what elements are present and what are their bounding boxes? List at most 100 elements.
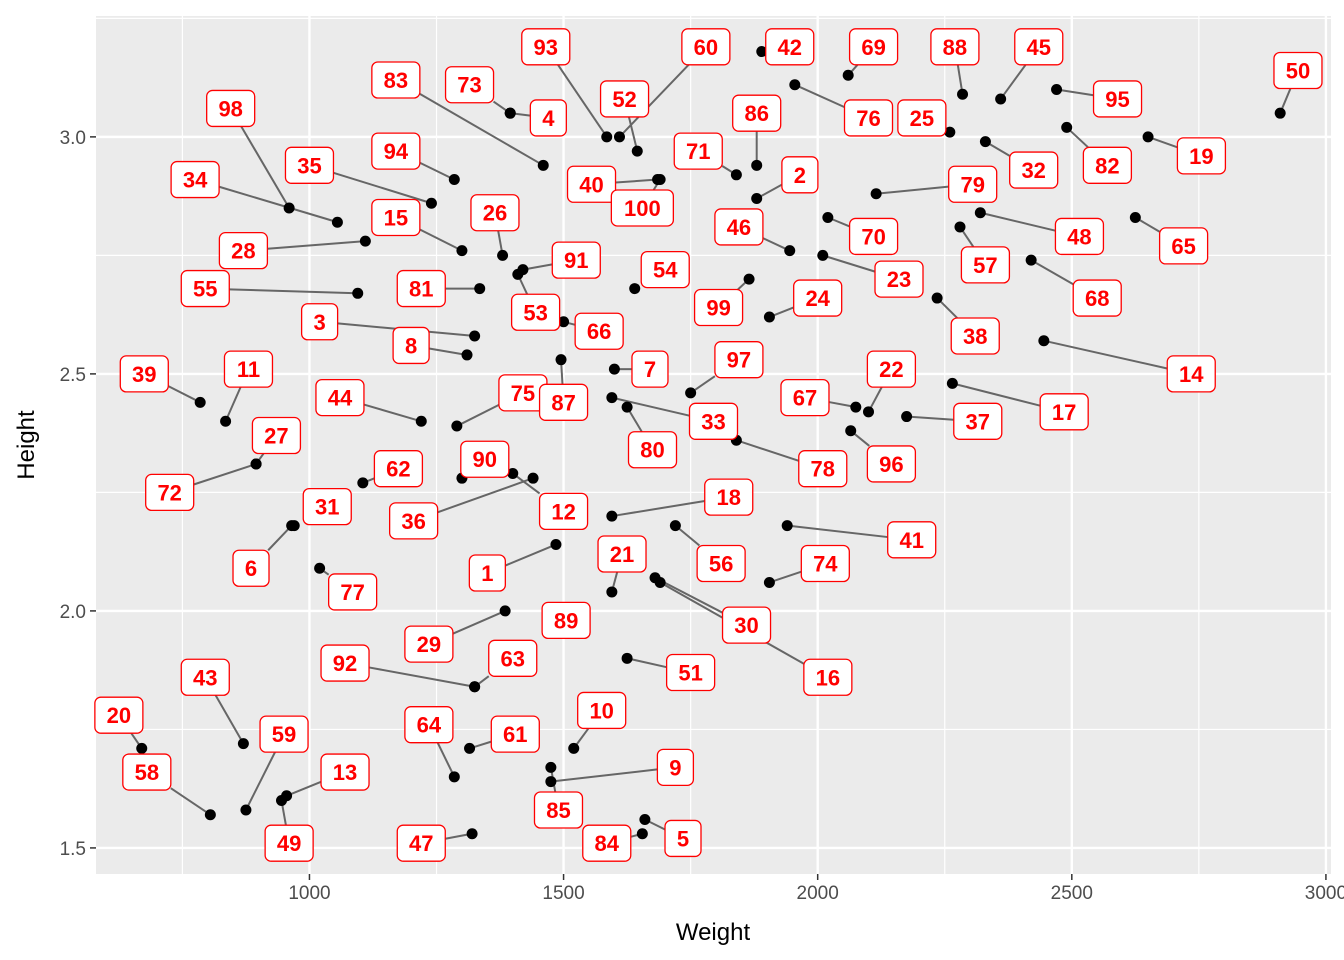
point-label-box: [714, 341, 764, 379]
data-point: [817, 249, 829, 261]
point-label-text: 76: [856, 106, 880, 131]
point-label-text: 21: [610, 542, 634, 567]
label-connector: [648, 820, 666, 831]
label-connector: [363, 403, 417, 421]
label-connector: [504, 545, 552, 567]
point-label-text: 7: [644, 357, 656, 382]
x-axis-ticks: 1000 1500 2000 2500 3000: [288, 874, 1344, 904]
data-point: [194, 396, 206, 408]
data-point: [507, 467, 519, 479]
data-point: [250, 458, 262, 470]
label-connector: [798, 85, 845, 109]
label-connector: [557, 64, 605, 134]
y-tick-label: 3.0: [60, 128, 86, 149]
data-point: [466, 828, 478, 840]
point-label-box: [180, 658, 230, 696]
point-label-box: [284, 146, 335, 184]
point-label-box: [206, 89, 256, 128]
major-gridlines: [96, 16, 1331, 874]
point-label-text: 32: [1021, 158, 1045, 183]
data-point: [763, 576, 775, 588]
label-connector: [419, 161, 451, 179]
point-label-box: [1273, 51, 1323, 90]
data-point: [357, 477, 369, 489]
data-point: [946, 377, 958, 389]
point-label-box: [302, 487, 352, 526]
point-label-box: [315, 378, 365, 417]
point-label-box: [665, 653, 716, 692]
point-label-text: 51: [678, 661, 702, 686]
label-connector: [515, 112, 531, 117]
point-label-text: 66: [587, 319, 611, 344]
data-point: [558, 316, 570, 328]
point-label-box: [396, 269, 446, 308]
point-label-text: 26: [483, 201, 507, 226]
point-label-text: 48: [1067, 224, 1091, 249]
data-point: [220, 415, 232, 427]
data-point: [901, 411, 913, 423]
point-label-box: [874, 260, 924, 298]
point-label-box: [328, 573, 378, 611]
y-tick-label: 1.5: [60, 839, 86, 860]
point-label-box: [533, 791, 584, 829]
data-point: [631, 145, 643, 157]
point-label-text: 53: [523, 300, 547, 325]
data-point: [995, 93, 1007, 105]
label-connector: [616, 500, 705, 517]
label-connector: [419, 93, 540, 164]
data-point: [1142, 131, 1154, 143]
data-point: [601, 131, 613, 143]
label-connector: [721, 165, 733, 174]
label-connector: [497, 230, 503, 251]
point-label-box: [566, 165, 617, 203]
label-connector: [694, 375, 716, 391]
label-connector: [659, 579, 723, 614]
label-connector: [516, 475, 541, 495]
data-point: [276, 795, 288, 807]
point-label-text: 1: [481, 561, 493, 586]
label-connector: [367, 477, 375, 482]
point-label-text: 5: [677, 826, 689, 851]
label-connector: [773, 306, 795, 317]
data-point: [499, 605, 511, 617]
data-point: [448, 771, 460, 783]
point-label-text: 72: [157, 480, 181, 505]
point-label-text: 90: [473, 447, 497, 472]
data-point: [763, 311, 775, 323]
data-point: [606, 510, 618, 522]
data-point: [237, 738, 249, 750]
label-connector: [218, 185, 333, 222]
point-label-text: 38: [963, 324, 987, 349]
data-point: [1038, 335, 1050, 347]
label-connector: [628, 410, 643, 433]
point-label-text: 34: [183, 168, 208, 193]
data-points: [136, 46, 1286, 840]
label-connector: [1139, 219, 1161, 233]
label-connector: [1034, 261, 1074, 286]
label-connector: [368, 666, 470, 687]
point-label-box: [259, 715, 309, 753]
point-labels: 1234567891011121314151617181920212223242…: [94, 28, 1323, 862]
data-point: [957, 88, 969, 100]
point-label-text: 97: [727, 348, 751, 373]
point-label-text: 60: [694, 35, 718, 60]
point-label-text: 65: [1171, 234, 1195, 259]
data-point: [654, 174, 666, 186]
data-point: [550, 539, 562, 551]
point-label-text: 94: [384, 139, 409, 164]
point-label-text: 8: [405, 333, 417, 358]
data-point: [863, 406, 875, 418]
point-label-text: 57: [973, 253, 997, 278]
data-point: [555, 354, 567, 366]
y-axis-ticks: 1.5 2.0 2.5 3.0: [60, 128, 96, 860]
point-label-text: 40: [579, 172, 603, 197]
point-label-text: 61: [503, 722, 527, 747]
point-label-text: 56: [709, 552, 733, 577]
label-connector: [130, 732, 140, 745]
point-label-text: 67: [793, 386, 817, 411]
label-connector: [984, 212, 1056, 232]
label-connector: [229, 288, 353, 295]
point-label-text: 4: [542, 106, 555, 131]
point-label-text: 27: [264, 424, 288, 449]
data-point: [685, 387, 697, 399]
